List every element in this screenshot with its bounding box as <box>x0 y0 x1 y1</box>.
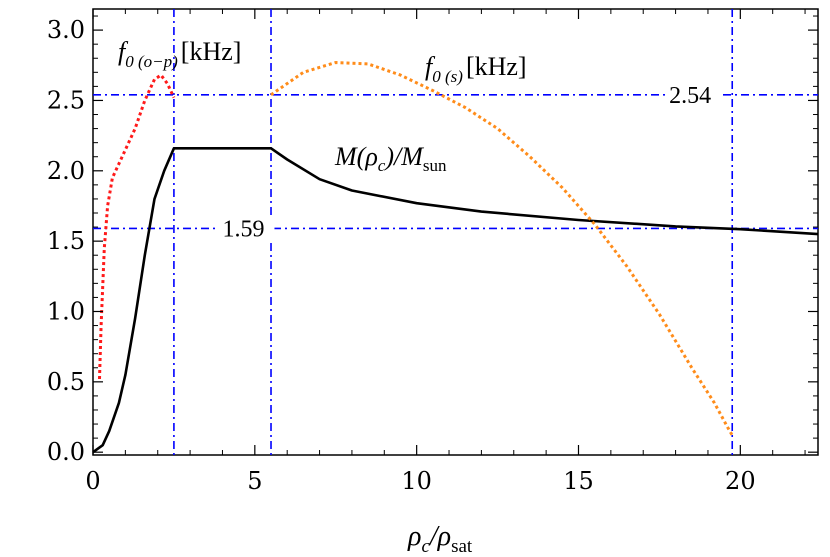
label-mass-mid: )/M <box>383 142 424 171</box>
x-axis-label-sub1: c <box>421 536 430 557</box>
x-tick-label-0: 0 <box>85 467 100 495</box>
label-mass: M(ρc)/Msun <box>334 142 447 175</box>
tick-labels: 0 5 10 15 20 0.0 0.5 1.0 1.5 2.0 2.5 3.0 <box>47 16 756 495</box>
annotation-bg-0 <box>665 82 722 107</box>
y-tick-label-0: 0.0 <box>47 438 85 466</box>
series-layer <box>92 61 819 454</box>
tick-marks <box>92 9 818 455</box>
label-mass-sub1: c <box>378 156 386 175</box>
series-line-2 <box>270 61 734 437</box>
y-tick-label-2: 1.0 <box>47 297 85 325</box>
y-tick-label-6: 3.0 <box>47 16 85 44</box>
x-tick-label-4: 20 <box>725 467 756 495</box>
x-tick-label-3: 15 <box>563 467 594 495</box>
x-axis-label-sub2: sat <box>451 536 473 557</box>
annotation-2-54: 2.54 <box>669 83 711 109</box>
series-line-1 <box>98 73 176 380</box>
label-f-s: f0 (s) [kHz] <box>425 52 527 86</box>
label-f-op-unit: [kHz] <box>181 37 242 66</box>
x-axis-label-base: ρ <box>407 521 421 552</box>
label-f-op-base: f <box>118 37 129 66</box>
y-tick-label-4: 2.0 <box>47 157 85 185</box>
x-tick-label-2: 10 <box>401 467 432 495</box>
label-f-s-sub: 0 (s) <box>432 67 463 86</box>
label-mass-base: M(ρ <box>334 142 378 171</box>
series-line-0 <box>92 147 819 454</box>
label-f-s-base: f <box>425 52 436 81</box>
x-axis-label-mid: /ρ <box>428 521 451 552</box>
annotation-1-59: 1.59 <box>222 216 264 242</box>
x-axis-label: ρc/ρsat <box>407 521 473 557</box>
y-tick-label-3: 1.5 <box>47 227 85 255</box>
label-f-op: f0 (o−p) [kHz] <box>118 37 241 71</box>
label-mass-sub2: sun <box>423 156 447 175</box>
label-f-op-sub: 0 (o−p) <box>125 52 178 71</box>
y-tick-label-1: 0.5 <box>47 368 85 396</box>
y-tick-label-5: 2.5 <box>47 86 85 114</box>
annotation-bg-1 <box>218 216 275 241</box>
label-f-s-unit: [kHz] <box>466 52 527 81</box>
plot-frame <box>92 8 819 456</box>
x-tick-label-1: 5 <box>247 467 262 495</box>
